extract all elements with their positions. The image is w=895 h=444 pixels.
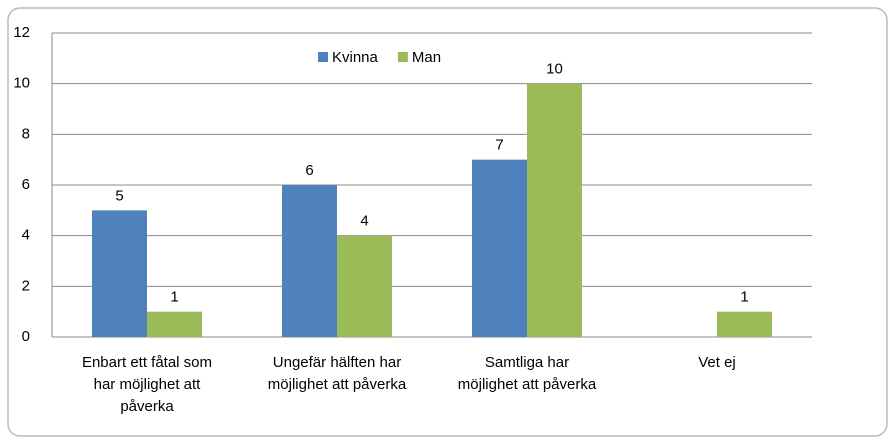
y-tick-label: 0	[22, 328, 30, 345]
y-tick-label: 2	[22, 277, 30, 294]
data-label: 7	[495, 137, 503, 154]
data-label: 1	[740, 289, 748, 306]
y-tick-label: 6	[22, 176, 30, 193]
data-label: 6	[305, 162, 313, 179]
chart-frame	[7, 7, 888, 437]
y-tick-label: 8	[22, 125, 30, 142]
bar	[92, 210, 147, 337]
bar	[472, 159, 527, 337]
data-label: 4	[360, 213, 368, 230]
x-tick-label: Ungefär hälften har möjlighet att påverk…	[267, 354, 407, 393]
legend-swatch	[318, 52, 328, 62]
legend-label: Man	[412, 49, 441, 66]
x-tick-label: Samtliga har möjlighet att påverka	[457, 354, 597, 393]
bar	[527, 83, 582, 338]
legend-label: Kvinna	[332, 49, 379, 66]
data-label: 10	[546, 61, 563, 78]
y-tick-label: 12	[13, 24, 30, 41]
legend-swatch	[397, 52, 408, 62]
bar	[717, 311, 772, 337]
data-label: 5	[115, 187, 123, 204]
x-tick-label: Vet ej	[698, 354, 736, 371]
bar	[337, 235, 392, 337]
bar	[282, 185, 337, 337]
x-tick-label: Enbart ett fåtal som har möjlighet att p…	[81, 354, 213, 415]
bar	[147, 311, 202, 337]
y-tick-label: 4	[22, 227, 30, 244]
y-tick-label: 10	[13, 75, 30, 92]
data-label: 1	[170, 289, 178, 306]
